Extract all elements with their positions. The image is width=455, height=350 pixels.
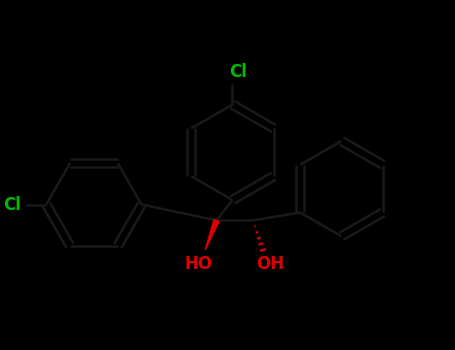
Text: Cl: Cl [229,63,247,81]
Polygon shape [205,219,219,250]
Text: Cl: Cl [3,196,21,213]
Text: OH: OH [256,256,284,273]
Text: HO: HO [184,256,212,273]
